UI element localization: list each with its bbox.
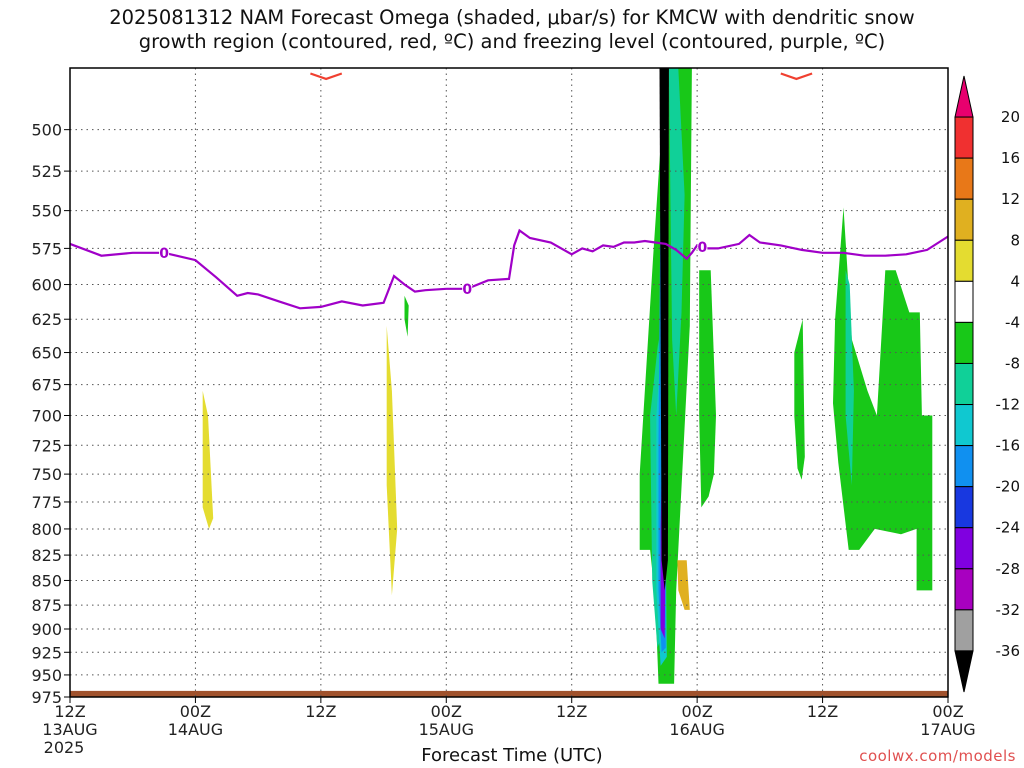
omega-region [668,68,685,416]
colorbar-segment [954,609,974,652]
colorbar-segment [954,116,974,159]
colorbar-segment [954,280,974,323]
freezing-level-label-bg [697,238,708,254]
plot-frame [69,67,949,698]
terrain-band [70,690,948,697]
y-tick-label: 750 [31,465,62,484]
dendritic-growth-contour [310,72,343,81]
y-tick-label: 925 [31,643,62,662]
x-axis-title: Forecast Time (UTC) [421,745,603,766]
colorbar-label: -12 [996,396,1021,414]
omega-region [677,560,690,610]
omega-region [845,270,854,486]
omega-region [699,270,716,508]
y-tick-label: 675 [31,376,62,395]
y-tick-label: 700 [31,406,62,425]
colorbar-label: -24 [996,519,1021,537]
y-tick-label: 975 [31,688,62,707]
x-tick-label: 00Z [681,702,712,721]
colorbar-label: 8 [1010,231,1020,249]
colorbar-segment [954,486,974,529]
y-tick-label: 900 [31,620,62,639]
dendritic-growth-contour [780,72,813,81]
y-tick-label: 725 [31,436,62,455]
y-tick-label: 500 [31,121,62,140]
omega-region [202,390,214,529]
colorbar-segment [954,568,974,611]
colorbar-segment [954,404,974,447]
y-tick-label: 800 [31,520,62,539]
colorbar-segment [954,527,974,570]
colorbar-segment [954,650,974,693]
x-tick-label: 00Z [932,702,963,721]
colorbar-label: -28 [996,560,1021,578]
x-tick-date-label: 17AUG [920,720,975,739]
colorbar-segment [954,75,974,118]
x-tick-label: 00Z [431,702,462,721]
y-tick-label: 525 [31,162,62,181]
colorbar-label: -4 [1005,313,1020,331]
colorbar-label: 20 [1001,108,1020,126]
colorbar-segment [954,362,974,406]
y-tick-label: 600 [31,276,62,295]
chart-title: 2025081312 NAM Forecast Omega (shaded, μ… [0,6,1024,54]
x-tick-date-label: 13AUG [42,720,97,739]
colorbar-segment [954,445,974,488]
colorbar-label: -16 [996,437,1021,455]
omega-region [659,68,669,591]
x-tick-date-label: 14AUG [168,720,223,739]
credit-text: coolwx.com/models [859,747,1016,765]
x-tick-label: 12Z [54,702,85,721]
x-tick-year-label: 2025 [44,738,85,757]
freezing-level-line [70,228,948,310]
freezing-level-label: 0 [697,240,707,256]
y-tick-label: 550 [31,202,62,221]
x-tick-label: 12Z [807,702,838,721]
x-tick-label: 00Z [180,702,211,721]
y-tick-label: 825 [31,546,62,565]
colorbar-segment [954,321,974,364]
x-tick-label: 12Z [305,702,336,721]
y-tick-label: 625 [31,310,62,329]
colorbar-label: 12 [1001,190,1020,208]
x-tick-date-label: 15AUG [419,720,474,739]
colorbar-segment [954,157,974,200]
y-tick-label: 950 [31,666,62,685]
y-tick-label: 575 [31,239,62,258]
freezing-level-label-bg [159,244,170,260]
colorbar-label: -32 [996,601,1021,619]
chart-title-line2: growth region (contoured, red, ºC) and f… [138,30,886,53]
y-tick-label: 875 [31,596,62,615]
x-tick-date-label: 16AUG [669,720,724,739]
colorbar-label: 16 [1001,149,1020,167]
freezing-level-label: 0 [462,282,472,298]
freezing-level-label: 0 [159,246,169,262]
chart-title-line1: 2025081312 NAM Forecast Omega (shaded, μ… [109,6,915,29]
omega-region [386,326,398,596]
colorbar-segment [954,239,974,282]
colorbar-label: -20 [996,478,1021,496]
omega-region [404,295,409,337]
colorbar-label: -36 [996,642,1021,660]
omega-region [833,207,933,591]
colorbar-segment [954,198,974,241]
y-tick-label: 775 [31,493,62,512]
freezing-level-label-bg [462,280,473,296]
colorbar-label: 4 [1010,272,1020,290]
y-tick-label: 650 [31,344,62,363]
omega-region [794,319,805,480]
x-tick-label: 12Z [556,702,587,721]
colorbar-label: -8 [1005,354,1020,372]
y-tick-label: 850 [31,571,62,590]
